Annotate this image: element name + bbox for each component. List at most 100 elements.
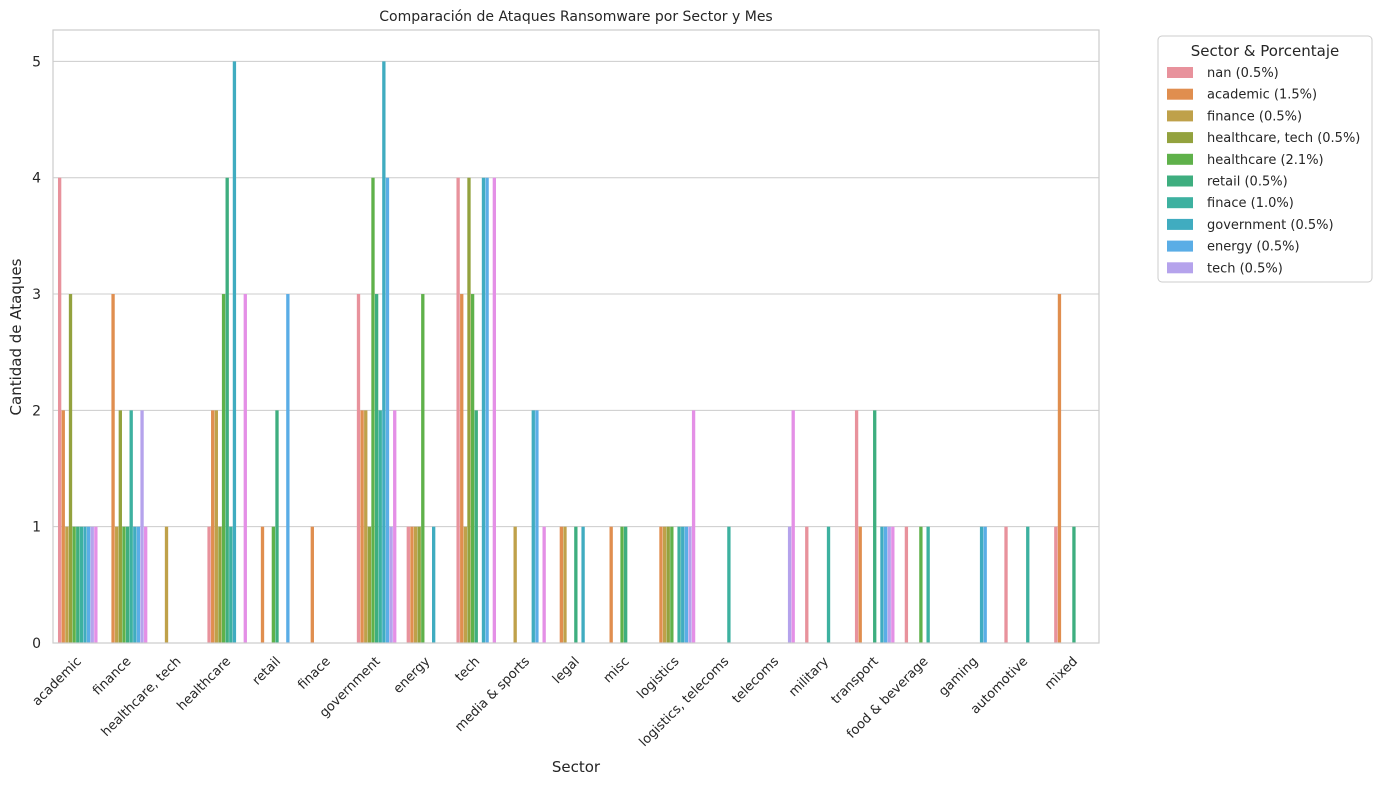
- bar: [229, 526, 233, 643]
- legend-swatch: [1167, 110, 1193, 122]
- bar: [883, 526, 888, 643]
- legend-items: nan (0.5%) academic (1.5%) finance (0.5%) h…: [1167, 66, 1360, 276]
- bar: [367, 526, 372, 643]
- bar: [787, 526, 792, 643]
- bar: [919, 526, 923, 643]
- bar: [805, 526, 809, 643]
- legend-label: energy (0.5%): [1207, 240, 1300, 255]
- bar: [243, 294, 247, 643]
- x-tick-label: logistics, telecoms: [637, 654, 733, 750]
- x-tick-label: gaming: [936, 654, 981, 699]
- legend-swatch: [1167, 132, 1193, 144]
- bar: [791, 410, 795, 643]
- legend-label: healthcare, tech (0.5%): [1207, 131, 1360, 146]
- bar: [880, 526, 884, 643]
- bar: [684, 526, 688, 643]
- bar: [275, 410, 279, 643]
- legend-swatch: [1167, 175, 1193, 187]
- bar: [979, 526, 984, 643]
- x-tick-label: military: [786, 654, 832, 700]
- y-tick-label: 2: [32, 403, 41, 419]
- bar: [65, 526, 69, 643]
- legend-title: Sector & Porcentaje: [1191, 42, 1339, 60]
- bar: [1072, 526, 1076, 643]
- y-tick-labels: 0 1 2 3 4 5: [32, 54, 41, 652]
- legend-swatch: [1167, 240, 1193, 252]
- x-tick-label: healthcare: [175, 654, 235, 714]
- bar: [421, 294, 425, 643]
- bar: [356, 294, 361, 643]
- bar: [406, 526, 410, 643]
- bar: [904, 526, 909, 643]
- bar: [79, 526, 84, 643]
- bar: [286, 294, 290, 643]
- bar: [559, 526, 564, 643]
- bar: [94, 526, 98, 643]
- bar: [513, 526, 517, 643]
- bar: [485, 177, 489, 643]
- bar: [211, 410, 215, 643]
- bar: [76, 526, 80, 643]
- bar: [531, 410, 535, 643]
- bar: [417, 526, 421, 643]
- bar: [122, 526, 126, 643]
- bar: [609, 526, 613, 643]
- bar: [214, 410, 218, 643]
- bar: [136, 526, 141, 643]
- bar: [983, 526, 987, 643]
- legend-label: academic (1.5%): [1207, 88, 1317, 103]
- y-tick-label: 3: [32, 287, 41, 303]
- bar: [492, 177, 497, 643]
- bar: [574, 526, 578, 643]
- bar: [310, 526, 314, 643]
- y-tick-label: 5: [32, 54, 41, 70]
- legend-swatch: [1167, 218, 1193, 230]
- x-tick-label: finace: [295, 654, 334, 693]
- bar: [232, 61, 237, 644]
- bar: [364, 410, 368, 643]
- bar: [164, 526, 169, 643]
- bar: [481, 177, 486, 643]
- bar: [535, 410, 539, 643]
- x-tick-label: finance: [90, 654, 134, 698]
- bar: [271, 526, 276, 643]
- x-tick-label: logistics: [634, 654, 682, 702]
- x-tick-label: energy: [391, 654, 434, 697]
- legend-swatch: [1167, 197, 1193, 209]
- bar: [691, 410, 696, 643]
- legend: Sector & Porcentaje nan (0.5%) academic (…: [1157, 35, 1373, 283]
- x-tick-label: legal: [550, 654, 583, 687]
- legend-label: nan (0.5%): [1207, 66, 1279, 81]
- legend-frame: [1157, 35, 1373, 283]
- bar: [389, 526, 393, 643]
- legend-label: healthcare (2.1%): [1207, 153, 1324, 168]
- bar: [115, 526, 119, 643]
- bar: [891, 526, 895, 643]
- bar: [57, 177, 62, 643]
- legend-swatch: [1167, 67, 1193, 78]
- bar: [111, 294, 115, 643]
- x-axis-label: Sector: [552, 758, 601, 776]
- bar: [581, 526, 585, 643]
- bar: [670, 526, 674, 643]
- legend-label: government (0.5%): [1207, 218, 1334, 233]
- legend-label: finance (0.5%): [1207, 109, 1302, 124]
- bar: [662, 526, 667, 643]
- bar: [432, 526, 436, 643]
- bar: [374, 294, 379, 643]
- bar: [887, 526, 891, 643]
- bar: [393, 410, 397, 643]
- bar: [470, 294, 475, 643]
- legend-swatch: [1167, 262, 1193, 274]
- x-tick-label: misc: [601, 654, 633, 686]
- legend-label: finace (1.0%): [1207, 196, 1294, 211]
- bars: [57, 61, 1076, 644]
- y-tick-label: 0: [32, 636, 41, 652]
- bar: [563, 526, 567, 643]
- bar: [260, 526, 265, 643]
- x-tick-label: academic: [30, 654, 85, 709]
- bar: [61, 410, 65, 643]
- bar: [460, 294, 464, 643]
